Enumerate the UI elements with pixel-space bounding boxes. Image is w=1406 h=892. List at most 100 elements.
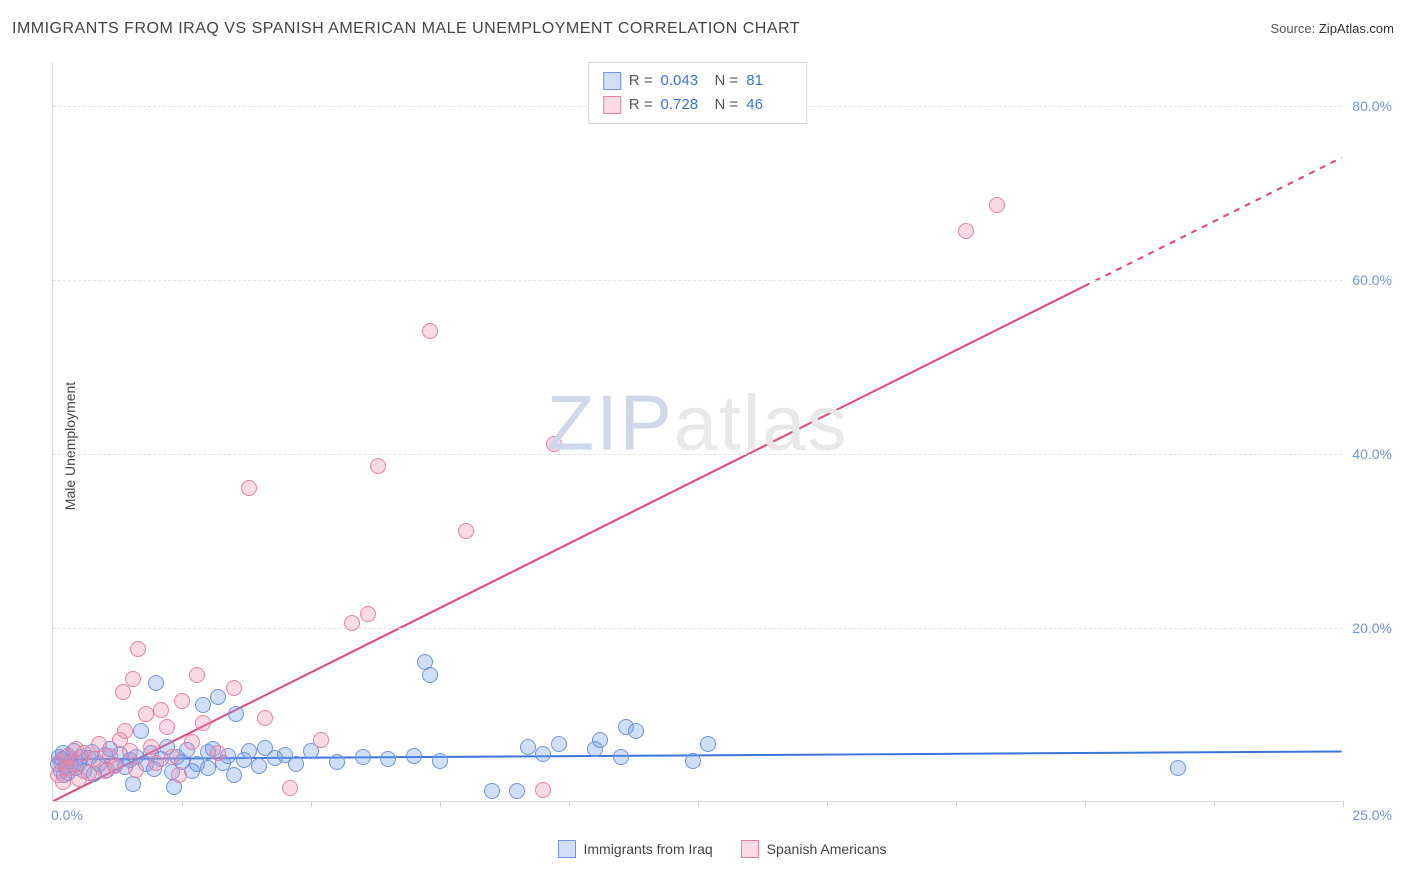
data-point-iraq xyxy=(1170,760,1186,776)
x-tick xyxy=(827,801,828,807)
legend-item-iraq: Immigrants from Iraq xyxy=(558,840,713,858)
data-point-spanish xyxy=(184,734,200,750)
data-point-spanish xyxy=(115,684,131,700)
y-tick-label: 20.0% xyxy=(1344,620,1392,636)
swatch-iraq xyxy=(603,72,621,90)
data-point-spanish xyxy=(122,743,138,759)
data-point-spanish xyxy=(164,749,180,765)
x-tick xyxy=(569,801,570,807)
data-point-spanish xyxy=(257,710,273,726)
watermark-bold: ZIP xyxy=(546,378,673,466)
plot-wrap: ZIPatlas 0.0% 25.0% R = 0.043 N = 81 R =… xyxy=(52,62,1392,830)
y-tick-label: 60.0% xyxy=(1344,272,1392,288)
data-point-spanish xyxy=(370,458,386,474)
legend-item-spanish: Spanish Americans xyxy=(741,840,887,858)
data-point-iraq xyxy=(685,753,701,769)
gridline-h xyxy=(53,280,1342,281)
data-point-spanish xyxy=(130,641,146,657)
chart-source: Source: ZipAtlas.com xyxy=(1270,21,1394,36)
data-point-iraq xyxy=(592,732,608,748)
r-label: R = xyxy=(629,69,653,93)
x-tick xyxy=(1214,801,1215,807)
y-tick-label: 80.0% xyxy=(1344,98,1392,114)
data-point-spanish xyxy=(189,667,205,683)
x-tick xyxy=(1343,801,1344,807)
data-point-iraq xyxy=(125,776,141,792)
data-point-iraq xyxy=(228,706,244,722)
x-tick xyxy=(311,801,312,807)
data-point-spanish xyxy=(360,606,376,622)
x-tick xyxy=(698,801,699,807)
data-point-iraq xyxy=(288,756,304,772)
r-label: R = xyxy=(629,93,653,117)
data-point-spanish xyxy=(282,780,298,796)
data-point-iraq xyxy=(551,736,567,752)
data-point-iraq xyxy=(700,736,716,752)
scatter-plot: ZIPatlas 0.0% 25.0% R = 0.043 N = 81 R =… xyxy=(52,62,1342,802)
legend-label-iraq: Immigrants from Iraq xyxy=(584,841,713,857)
data-point-spanish xyxy=(125,671,141,687)
data-point-iraq xyxy=(200,760,216,776)
source-site: ZipAtlas.com xyxy=(1319,21,1394,36)
x-tick xyxy=(1085,801,1086,807)
stats-row-spanish: R = 0.728 N = 46 xyxy=(603,93,793,117)
data-point-spanish xyxy=(148,755,164,771)
swatch-spanish xyxy=(741,840,759,858)
data-point-spanish xyxy=(55,774,71,790)
chart-title: IMMIGRANTS FROM IRAQ VS SPANISH AMERICAN… xyxy=(12,20,800,38)
gridline-h xyxy=(53,628,1342,629)
data-point-spanish xyxy=(117,723,133,739)
data-point-iraq xyxy=(613,749,629,765)
y-tick-label: 40.0% xyxy=(1344,446,1392,462)
data-point-spanish xyxy=(989,197,1005,213)
stats-row-iraq: R = 0.043 N = 81 xyxy=(603,69,793,93)
x-tick xyxy=(440,801,441,807)
data-point-iraq xyxy=(241,743,257,759)
stats-legend-box: R = 0.043 N = 81 R = 0.728 N = 46 xyxy=(588,62,808,124)
data-point-iraq xyxy=(148,675,164,691)
swatch-iraq xyxy=(558,840,576,858)
gridline-h xyxy=(53,454,1342,455)
data-point-iraq xyxy=(380,751,396,767)
data-point-spanish xyxy=(81,765,97,781)
data-point-spanish xyxy=(159,719,175,735)
data-point-spanish xyxy=(138,706,154,722)
data-point-iraq xyxy=(422,667,438,683)
data-point-spanish xyxy=(143,739,159,755)
data-point-spanish xyxy=(153,702,169,718)
trendline-spanish-dashed xyxy=(1084,158,1342,287)
data-point-iraq xyxy=(226,767,242,783)
data-point-iraq xyxy=(329,754,345,770)
data-point-iraq xyxy=(406,748,422,764)
data-point-spanish xyxy=(535,782,551,798)
data-point-spanish xyxy=(128,762,144,778)
data-point-iraq xyxy=(509,783,525,799)
data-point-spanish xyxy=(458,523,474,539)
data-point-iraq xyxy=(251,758,267,774)
data-point-spanish xyxy=(107,758,123,774)
data-point-iraq xyxy=(520,739,536,755)
data-point-iraq xyxy=(195,697,211,713)
data-point-iraq xyxy=(432,753,448,769)
data-point-spanish xyxy=(195,715,211,731)
data-point-iraq xyxy=(628,723,644,739)
data-point-spanish xyxy=(210,745,226,761)
watermark-light: atlas xyxy=(674,378,849,466)
n-label: N = xyxy=(715,93,739,117)
data-point-iraq xyxy=(133,723,149,739)
data-point-iraq xyxy=(355,749,371,765)
data-point-spanish xyxy=(171,767,187,783)
data-point-spanish xyxy=(226,680,242,696)
r-value-iraq: 0.043 xyxy=(661,69,707,93)
data-point-spanish xyxy=(422,323,438,339)
data-point-iraq xyxy=(484,783,500,799)
bottom-legend: Immigrants from Iraq Spanish Americans xyxy=(52,840,1392,858)
legend-label-spanish: Spanish Americans xyxy=(767,841,887,857)
trend-lines-svg xyxy=(53,62,1342,801)
r-value-spanish: 0.728 xyxy=(661,93,707,117)
n-value-iraq: 81 xyxy=(746,69,792,93)
data-point-spanish xyxy=(174,693,190,709)
x-tick xyxy=(956,801,957,807)
data-point-spanish xyxy=(546,436,562,452)
x-max-label: 25.0% xyxy=(1344,807,1392,823)
